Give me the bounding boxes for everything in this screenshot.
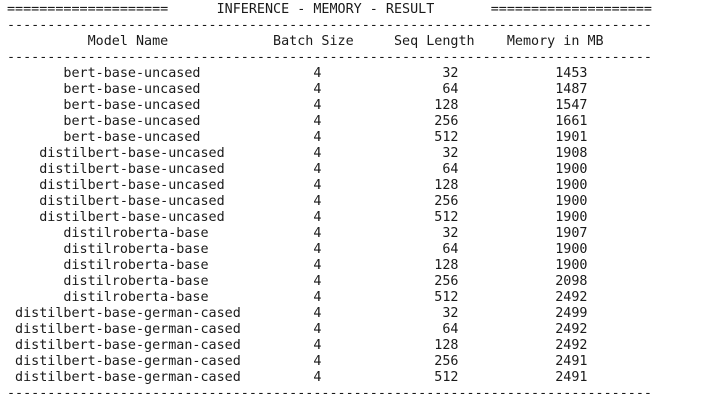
table-row: distilbert-base-uncased 4 512 1900 bbox=[7, 210, 628, 225]
table-row: distilbert-base-german-cased 4 32 2499 bbox=[7, 306, 628, 321]
table-row: distilroberta-base 4 64 1900 bbox=[7, 242, 628, 257]
column-header-line: Model Name Batch Size Seq Length Memory … bbox=[7, 34, 612, 49]
table-row: distilbert-base-uncased 4 64 1900 bbox=[7, 162, 628, 177]
title-line: ==================== INFERENCE - MEMORY … bbox=[7, 2, 652, 17]
table-row: distilbert-base-german-cased 4 256 2491 bbox=[7, 354, 628, 369]
table-row: bert-base-uncased 4 32 1453 bbox=[7, 66, 628, 81]
table-row: distilroberta-base 4 256 2098 bbox=[7, 274, 628, 289]
table-row: distilroberta-base 4 128 1900 bbox=[7, 258, 628, 273]
table-row: distilbert-base-uncased 4 128 1900 bbox=[7, 178, 628, 193]
table-row: distilroberta-base 4 512 2492 bbox=[7, 290, 628, 305]
separator-line: ----------------------------------------… bbox=[7, 386, 652, 401]
separator-line: ----------------------------------------… bbox=[7, 18, 652, 33]
table-row: distilbert-base-german-cased 4 512 2491 bbox=[7, 370, 628, 385]
table-row: distilbert-base-uncased 4 256 1900 bbox=[7, 194, 628, 209]
table-row: bert-base-uncased 4 64 1487 bbox=[7, 82, 628, 97]
table-row: bert-base-uncased 4 512 1901 bbox=[7, 130, 628, 145]
table-row: distilbert-base-german-cased 4 64 2492 bbox=[7, 322, 628, 337]
table-row: distilroberta-base 4 32 1907 bbox=[7, 226, 628, 241]
table-row: distilbert-base-german-cased 4 128 2492 bbox=[7, 338, 628, 353]
table-row: bert-base-uncased 4 256 1661 bbox=[7, 114, 628, 129]
separator-line: ----------------------------------------… bbox=[7, 50, 652, 65]
table-row: distilbert-base-uncased 4 32 1908 bbox=[7, 146, 628, 161]
table-row: bert-base-uncased 4 128 1547 bbox=[7, 98, 628, 113]
